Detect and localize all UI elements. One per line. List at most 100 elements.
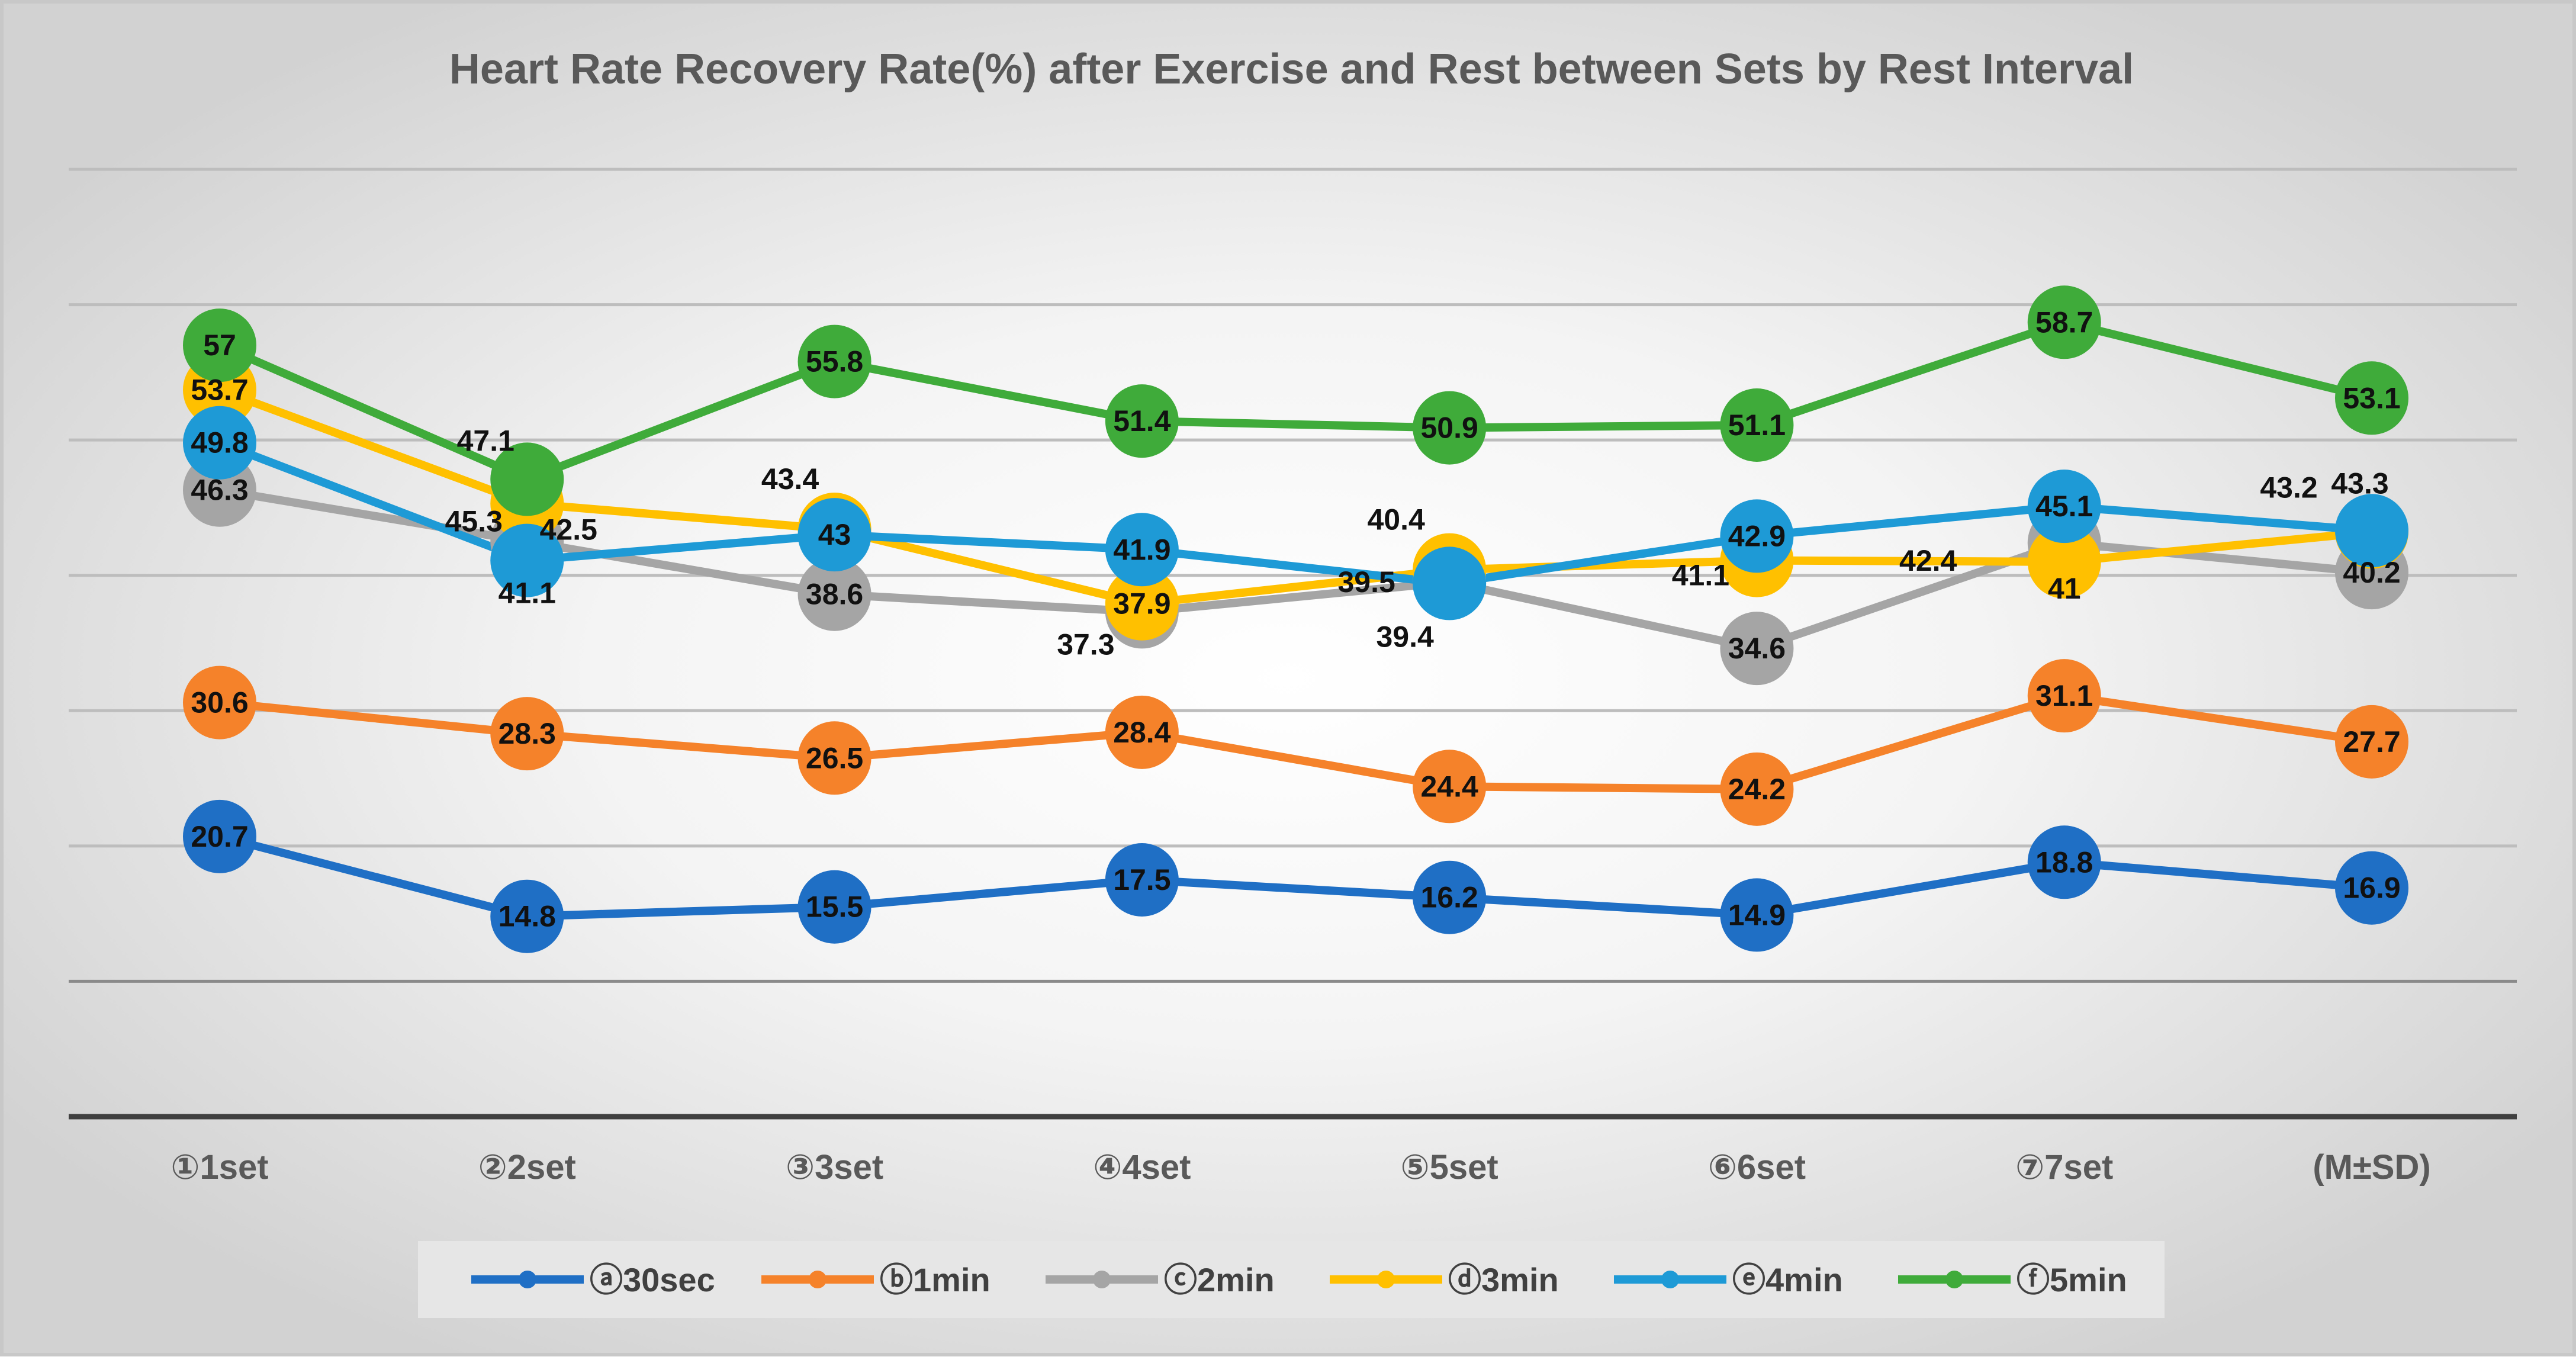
data-label: 16.9	[2343, 872, 2400, 905]
data-label: 49.8	[191, 426, 248, 459]
data-point	[490, 697, 564, 771]
series-line	[218, 832, 2372, 921]
data-label: 17.5	[1113, 863, 1170, 896]
data-label: 20.7	[191, 820, 248, 853]
data-label: 53.7	[191, 374, 248, 407]
series-line	[219, 692, 2373, 793]
x-tick-label: ⑥6set	[1708, 1148, 1806, 1187]
data-label: 53.1	[2343, 381, 2400, 414]
data-label: 18.8	[2035, 845, 2093, 879]
legend-label: ⓕ5min	[2017, 1261, 2127, 1298]
data-point	[2335, 705, 2408, 779]
data-point	[1105, 513, 1179, 587]
data-label: 37.9	[1113, 587, 1170, 620]
data-point	[2027, 470, 2101, 544]
data-label: 41	[2048, 572, 2081, 605]
data-label: 28.3	[499, 717, 556, 750]
data-label: 16.2	[1420, 881, 1478, 914]
x-tick-label: ④4set	[1093, 1148, 1191, 1187]
legend-label: ⓔ4min	[1732, 1261, 1843, 1298]
data-point	[183, 406, 256, 480]
data-point	[2027, 659, 2101, 733]
legend-marker	[809, 1271, 826, 1288]
data-label: 34.6	[1728, 632, 1786, 665]
x-tick-label: ⑦7set	[2015, 1148, 2113, 1187]
data-point	[797, 557, 871, 631]
data-label: 42.9	[1728, 519, 1786, 552]
data-point	[1105, 695, 1179, 769]
data-point	[490, 442, 564, 516]
data-point	[1105, 567, 1179, 641]
series-line	[218, 318, 2373, 484]
data-label: 41.1	[499, 577, 556, 610]
data-label: 42.5	[540, 513, 597, 546]
data-label: 51.1	[1728, 409, 1786, 442]
data-label: 45.1	[2035, 490, 2093, 523]
legend-label: ⓑ1min	[880, 1261, 990, 1298]
data-label: 43	[818, 518, 851, 551]
data-point	[1720, 612, 1794, 686]
x-tick-label: ②2set	[478, 1148, 576, 1187]
series-points	[183, 285, 2408, 953]
data-label: 43.4	[761, 462, 819, 496]
data-label: 41.9	[1113, 533, 1170, 566]
data-point	[1720, 752, 1794, 826]
data-label: 47.1	[457, 424, 514, 457]
data-point	[1413, 391, 1487, 465]
data-label: 15.5	[806, 890, 863, 924]
data-point	[2027, 525, 2101, 599]
data-labels: 20.7 14.8 15.5 17.5 16.2 14.9 18.8 16.9 30.6 28.3…	[191, 306, 2400, 933]
data-label: 14.9	[1728, 898, 1786, 931]
data-point	[1720, 499, 1794, 573]
data-label: 55.8	[806, 345, 863, 378]
legend-label: ⓐ30sec	[590, 1261, 715, 1298]
chart-title: Heart Rate Recovery Rate(%) after Exerci…	[449, 46, 2134, 93]
data-point	[797, 870, 871, 944]
data-label: 39.5	[1337, 565, 1395, 599]
legend: ⓐ30sec ⓑ1min ⓒ2min ⓓ3min ⓔ4min ⓕ5min	[418, 1241, 2165, 1318]
data-point	[1413, 546, 1487, 620]
data-label: 24.4	[1420, 770, 1478, 803]
data-label: 28.4	[1113, 716, 1171, 749]
data-point	[2027, 285, 2101, 359]
data-point	[1413, 860, 1487, 934]
x-tick-label: ⑤5set	[1401, 1148, 1498, 1187]
legend-marker	[1377, 1271, 1395, 1288]
data-point	[490, 523, 564, 597]
data-point	[2335, 494, 2408, 568]
data-point	[1105, 843, 1179, 917]
data-point	[1720, 878, 1794, 952]
data-label: 37.3	[1057, 628, 1114, 661]
data-label: 24.2	[1728, 773, 1786, 806]
data-label: 58.7	[2035, 306, 2093, 339]
data-label: 40.2	[2343, 556, 2400, 589]
data-label: 38.6	[806, 578, 863, 611]
data-label: 50.9	[1420, 411, 1478, 445]
legend-marker	[519, 1271, 536, 1288]
data-label: 51.4	[1113, 404, 1171, 438]
data-label: 30.6	[191, 686, 248, 719]
series-lines	[218, 318, 2373, 921]
data-point	[490, 879, 564, 953]
data-point	[2027, 825, 2101, 899]
series-line	[218, 386, 2372, 608]
gridlines	[69, 168, 2517, 983]
legend-box	[418, 1241, 2165, 1318]
data-label: 31.1	[2035, 679, 2093, 712]
data-label: 42.4	[1899, 544, 1957, 577]
data-label: 46.3	[191, 474, 248, 507]
data-label: 43.3	[2331, 467, 2388, 500]
series-line	[218, 439, 2372, 588]
x-tick-label: ③3set	[786, 1148, 883, 1187]
data-point	[1720, 388, 1794, 462]
legend-marker	[1661, 1271, 1679, 1288]
data-point	[183, 799, 256, 873]
data-label: 27.7	[2343, 725, 2400, 758]
x-tick-label: (M±SD)	[2313, 1148, 2430, 1187]
line-chart: ①1set ②2set ③3set ④4set ⑤5set ⑥6set ⑦7set (M±SD…	[69, 168, 2517, 1318]
data-point	[797, 498, 871, 572]
data-label: 14.8	[499, 900, 556, 933]
data-point	[1105, 384, 1179, 458]
legend-marker	[1093, 1271, 1111, 1288]
